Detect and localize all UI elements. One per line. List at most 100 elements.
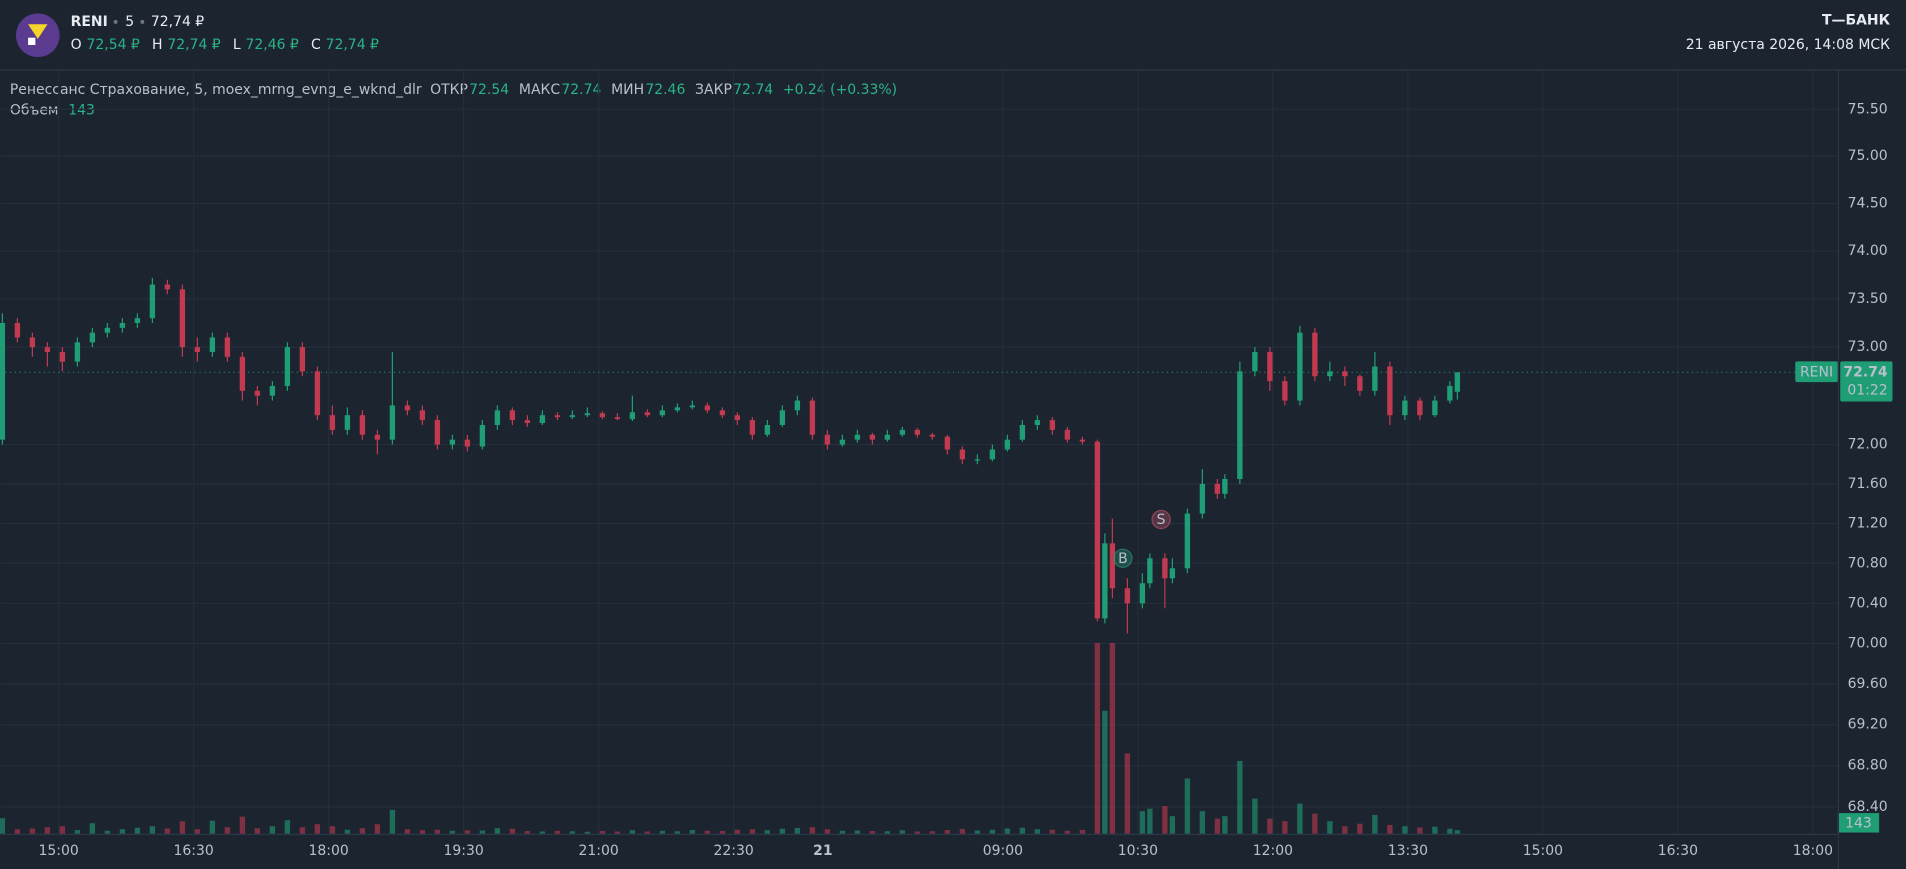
candle-body <box>719 410 726 416</box>
volume-bar <box>1447 828 1453 834</box>
volume-bar <box>14 829 21 834</box>
candle-body <box>209 337 216 352</box>
volume-bar <box>554 830 561 834</box>
candle-body <box>614 417 621 420</box>
price-badge-label: 72.74 <box>1843 364 1887 380</box>
volume-bar <box>1004 828 1011 834</box>
candle-body <box>809 400 816 435</box>
volume-bar <box>89 823 96 834</box>
volume-bar <box>254 828 261 834</box>
volume-bar <box>1214 818 1221 834</box>
volume-bar <box>629 830 636 834</box>
trade-marker <box>1151 509 1171 530</box>
candle-body <box>254 390 261 396</box>
ticker-badge <box>1795 361 1838 383</box>
volume-bar <box>1064 830 1071 834</box>
candle-body <box>524 420 531 424</box>
candle-body <box>1034 420 1041 425</box>
volume-bar <box>1327 821 1333 834</box>
candle-body <box>434 420 441 445</box>
candle-body <box>344 415 351 430</box>
candle-body <box>464 439 471 447</box>
candle-body <box>764 424 771 435</box>
candle-body <box>479 424 486 447</box>
volume-bar <box>1372 814 1378 834</box>
volume-bar <box>1147 808 1153 834</box>
volume-bar <box>569 831 576 834</box>
candle-body <box>674 407 681 411</box>
volume-bar <box>719 830 726 834</box>
candle-body <box>734 415 741 421</box>
volume-bar <box>1282 821 1288 834</box>
candle-body <box>599 413 606 418</box>
volume-bar <box>269 826 276 834</box>
candle-body <box>449 439 456 445</box>
separator <box>140 19 145 24</box>
candle-body <box>1094 441 1101 619</box>
volume-bar <box>1079 829 1086 834</box>
volume-bar <box>479 830 486 834</box>
candle-body <box>854 434 861 440</box>
ohlc-key: O <box>71 37 82 53</box>
volume-bar <box>689 829 696 834</box>
x-tick-label: 19:30 <box>444 843 484 859</box>
ohlc-value: 72,74 ₽ <box>167 37 220 53</box>
candle-body <box>584 413 591 416</box>
y-tick-label: 72.00 <box>1848 437 1888 453</box>
candle-body <box>1214 483 1221 494</box>
candle-body <box>659 410 666 416</box>
volume-bar <box>1102 710 1108 834</box>
x-tick-label: 12:00 <box>1253 843 1293 859</box>
x-tick-label: 16:30 <box>174 843 214 859</box>
volume-bar <box>344 829 351 834</box>
volume-bar <box>674 831 681 834</box>
price-badge <box>1840 361 1893 402</box>
volume-bar <box>914 831 921 834</box>
candle-body <box>14 323 21 338</box>
volume-bar <box>1237 760 1243 834</box>
volume-bar <box>854 830 861 834</box>
y-tick-label: 73.00 <box>1848 339 1888 355</box>
volume-bar <box>779 828 786 834</box>
volume-bar <box>929 831 936 834</box>
candle-body <box>194 347 201 352</box>
candle-body <box>134 318 141 324</box>
ohlc-key: C <box>311 37 321 53</box>
volume-bar <box>389 809 396 834</box>
ticker-badge-label: RENI <box>1800 364 1833 380</box>
x-tick-label: 13:30 <box>1388 843 1428 859</box>
volume-bar <box>809 827 816 834</box>
candle-body <box>989 449 996 460</box>
y-tick-label: 70.80 <box>1848 555 1888 571</box>
volume-bar <box>899 830 906 834</box>
candle-body <box>239 356 246 391</box>
candle-body <box>1312 332 1318 377</box>
candle-body <box>944 436 951 450</box>
candle-body <box>1169 568 1176 579</box>
legend-value: 72.54 <box>469 82 509 98</box>
volume-bar <box>419 830 426 834</box>
x-tick-label: 16:30 <box>1658 843 1698 859</box>
candle-body <box>224 337 231 357</box>
candle-body <box>1237 371 1243 479</box>
logo[interactable] <box>15 13 60 58</box>
volume-bar <box>134 827 141 834</box>
volume-bar <box>1357 823 1363 834</box>
legend-change: +0.24 (+0.33%) <box>783 82 897 98</box>
y-tick-label: 74.50 <box>1848 195 1888 211</box>
volume-bar <box>1199 811 1206 834</box>
candle-body <box>494 410 501 425</box>
x-tick-label: 21 <box>813 843 832 859</box>
candle-body <box>1199 483 1206 514</box>
legend-key: ОТКР <box>430 82 468 98</box>
candle-body <box>1432 400 1438 416</box>
candle-body <box>824 434 831 445</box>
ohlc-value: 72,54 ₽ <box>86 37 139 53</box>
candle-body <box>104 327 111 333</box>
y-tick-label: 74.00 <box>1848 243 1888 259</box>
candle-body <box>554 415 561 418</box>
volume-bar <box>839 830 846 834</box>
candle-body <box>794 400 801 411</box>
candle-body <box>149 284 156 319</box>
